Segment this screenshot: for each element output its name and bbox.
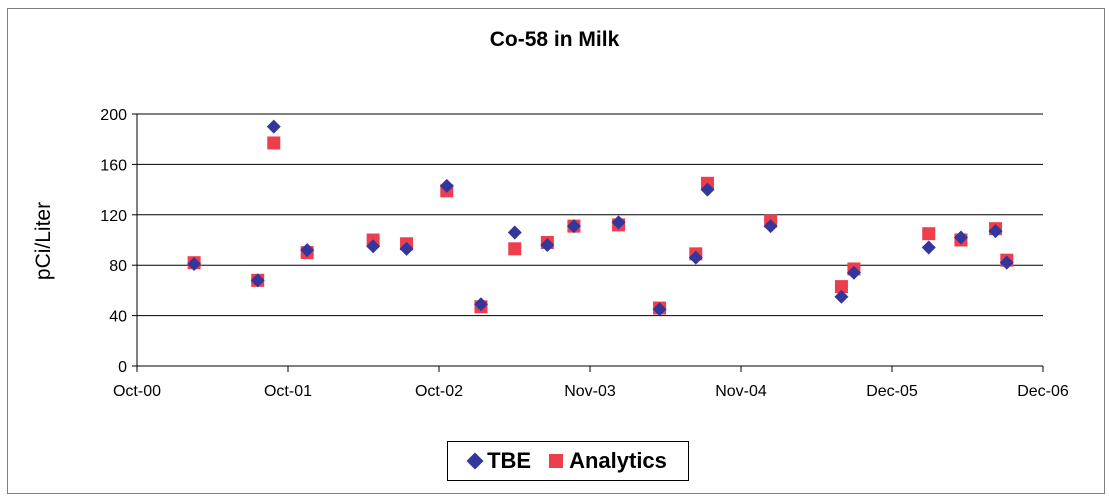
x-tick-label: Dec-05: [866, 383, 918, 400]
legend: TBE Analytics: [447, 441, 689, 481]
x-tick-label: Nov-03: [564, 383, 616, 400]
y-tick-label: 200: [100, 107, 127, 124]
x-tick-label: Dec-06: [1017, 383, 1069, 400]
tbe-point: [439, 178, 454, 193]
analytics-point: [834, 280, 848, 294]
y-tick-label: 120: [100, 208, 127, 225]
y-tick-label: 80: [109, 258, 127, 275]
tbe-point: [988, 224, 1003, 239]
tbe-point: [688, 250, 703, 265]
tbe-point: [300, 243, 315, 258]
x-tick-label: Oct-01: [264, 383, 312, 400]
tbe-point: [834, 289, 849, 304]
grid-lines: [137, 113, 1043, 317]
y-tick-label: 40: [109, 309, 127, 326]
tbe-point: [652, 302, 667, 317]
analytics-point: [267, 136, 281, 150]
tbe-point: [846, 265, 861, 280]
chart-frame: [7, 8, 1105, 494]
x-tick-label: Nov-04: [715, 383, 767, 400]
tbe-point: [953, 230, 968, 245]
tbe-point: [921, 240, 936, 255]
x-tick-label: Oct-00: [113, 383, 161, 400]
legend-item-tbe: TBE: [466, 448, 532, 474]
axes: [132, 113, 1044, 372]
tbe-point: [187, 256, 202, 271]
tick-labels: 0 40 80 120 160 200 Oct-00 Oct-01 Oct-02 Nov-03 No…: [100, 107, 1069, 400]
tbe-point: [611, 215, 626, 230]
tbe-point: [566, 219, 581, 234]
tbe-point: [763, 219, 778, 234]
legend-item-analytics: Analytics: [549, 448, 667, 474]
chart-title: Co-58 in Milk: [489, 28, 620, 51]
tbe-point: [399, 241, 414, 256]
tbe-point: [366, 239, 381, 254]
tbe-point: [507, 225, 522, 240]
legend-diamond-marker: [466, 452, 484, 470]
tbe-point: [250, 273, 265, 288]
x-tick-label: Oct-02: [415, 383, 463, 400]
tbe-point: [266, 119, 281, 134]
legend-label-analytics: Analytics: [569, 448, 667, 473]
data-points: [187, 119, 1014, 317]
y-tick-label: 0: [118, 359, 127, 376]
tbe-point: [999, 255, 1014, 270]
analytics-point: [922, 227, 936, 241]
tbe-point: [540, 238, 555, 253]
tbe-point: [473, 297, 488, 312]
legend-label-tbe: TBE: [487, 448, 532, 473]
legend-square-marker: [549, 454, 564, 468]
tbe-point: [700, 182, 715, 197]
y-tick-label: 160: [100, 157, 127, 174]
analytics-point: [508, 242, 522, 256]
